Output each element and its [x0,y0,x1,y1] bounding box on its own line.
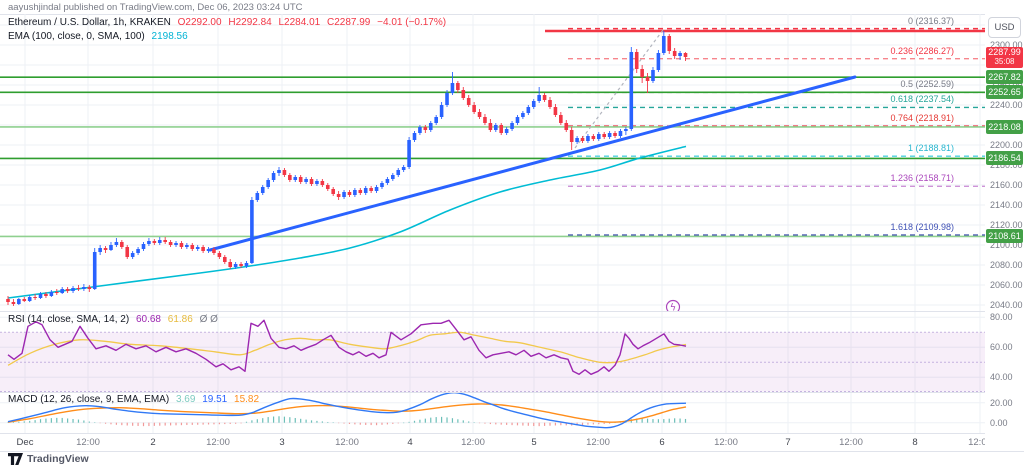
fib-level-label: 1 (2188.81) [907,143,954,154]
ohlc-low: L2284.01 [278,17,321,28]
time-tick-label[interactable]: Dec [16,437,34,448]
header-separator [0,14,1024,15]
time-tick-label[interactable]: 12:00 [461,437,485,448]
rsi-sma-value: 61.86 [167,314,193,325]
time-tick-label[interactable]: 5 [531,437,537,448]
fib-level-label: 0.236 (2286.27) [890,45,954,56]
footer-separator [0,451,1024,452]
price-axis[interactable]: USD 2300.002280.002260.002240.002200.002… [985,14,1024,451]
rsi-legend: RSI (14, close, SMA, 14, 2) 60.68 61.86 … [8,314,222,325]
tradingview-brand[interactable]: TradingView [27,453,89,465]
rsi-bands-value: Ø Ø [199,314,218,325]
time-tick-label[interactable]: 12:00 [206,437,230,448]
time-tick-label[interactable]: 4 [407,437,413,448]
fib-level-label: 0 (2316.37) [907,15,954,26]
time-tick-label[interactable]: 12:00 [714,437,738,448]
idea-flash-icon[interactable]: ϟ [665,299,681,312]
currency-button[interactable]: USD [988,17,1021,38]
price-tick-label: 2040.00 [990,300,1023,310]
price-tick-label: 2120.00 [990,220,1023,230]
time-tick-label[interactable]: 6 [659,437,665,448]
price-tick-label: 2300.00 [990,40,1023,50]
ema-value: 2198.56 [151,31,188,42]
ohlc-high: H2292.84 [228,17,272,28]
rsi-tick-label: 60.00 [990,342,1013,353]
price-badge: 2267.82 [986,70,1023,85]
price-tick-label: 2200.00 [990,140,1023,150]
time-axis[interactable]: Dec 12:00 2 12:00 3 12:00 4 12:00 5 12:00 6 12:00 7 1… [0,433,992,451]
ema-legend: EMA (100, close, 0, SMA, 100) 2198.56 [8,31,192,42]
rsi-tick-label: 40.00 [990,372,1013,383]
publish-header: aayushjindal published on TradingView.co… [8,2,303,13]
time-tick-label[interactable]: 12:00 [76,437,100,448]
price-tick-label: 2160.00 [990,180,1023,190]
symbol-legend: Ethereum / U.S. Dollar, 1h, KRAKEN O2292… [8,17,450,28]
footer: TradingView [8,452,89,466]
tradingview-logo-icon[interactable] [8,453,23,465]
time-tick-label[interactable]: 3 [279,437,285,448]
ohlc-open: O2292.00 [177,17,222,28]
change-value: −4.01 (−0.17%) [377,17,447,28]
macd-hist-value: 3.69 [175,394,196,405]
rsi-tick-label: 80.00 [990,312,1013,323]
price-tick-label: 2080.00 [990,260,1023,270]
price-badge: 2287.99 35:08 [986,46,1023,68]
macd-line-value: 19.51 [202,394,228,405]
price-tick-label: 2100.00 [990,240,1023,250]
rsi-label[interactable]: RSI (14, close, SMA, 14, 2) [8,314,130,325]
price-tick-label: 2060.00 [990,280,1023,290]
price-tick-label: 2140.00 [990,200,1023,210]
macd-legend: MACD (12, 26, close, 9, EMA, EMA) 3.69 1… [8,394,263,405]
price-badge: 2186.54 [986,151,1023,166]
rsi-value: 60.68 [135,314,161,325]
macd-signal-value: 15.82 [234,394,260,405]
pane-separator-rsi[interactable] [0,311,1024,312]
macd-label[interactable]: MACD (12, 26, close, 9, EMA, EMA) [8,394,170,405]
price-badge: 2108.61 [986,229,1023,244]
macd-tick-label: 20.00 [990,397,1013,408]
time-axis-separator [0,433,1024,434]
ema-label[interactable]: EMA (100, close, 0, SMA, 100) [8,31,145,42]
rsi-pane[interactable] [0,311,985,392]
fib-level-label: 0.5 (2252.59) [900,79,954,90]
time-tick-label[interactable]: 12:00 [968,437,992,448]
time-tick-label[interactable]: 8 [912,437,918,448]
price-badge: 2218.08 [986,119,1023,134]
time-tick-label[interactable]: 2 [150,437,156,448]
time-tick-label[interactable]: 12:00 [839,437,863,448]
price-pane[interactable]: ϟ [0,14,985,311]
fib-level-label: 1.236 (2158.71) [890,173,954,184]
ohlc-close: C2287.99 [327,17,371,28]
time-tick-label[interactable]: 12:00 [586,437,610,448]
fib-level-label: 0.764 (2218.91) [890,113,954,124]
symbol-title[interactable]: Ethereum / U.S. Dollar, 1h, KRAKEN [8,17,171,28]
price-badge: 2252.65 [986,85,1023,100]
price-tick-label: 2260.00 [990,80,1023,90]
macd-tick-label: 0.00 [990,417,1008,428]
fib-level-label: 1.618 (2109.98) [890,222,954,233]
price-tick-label: 2240.00 [990,100,1023,110]
time-tick-label[interactable]: 7 [785,437,791,448]
pane-separator-macd[interactable] [0,392,1024,393]
svg-text:ϟ: ϟ [670,302,676,311]
macd-pane[interactable] [0,392,985,433]
time-tick-label[interactable]: 12:00 [335,437,359,448]
fib-level-label: 0.618 (2237.54) [890,94,954,105]
